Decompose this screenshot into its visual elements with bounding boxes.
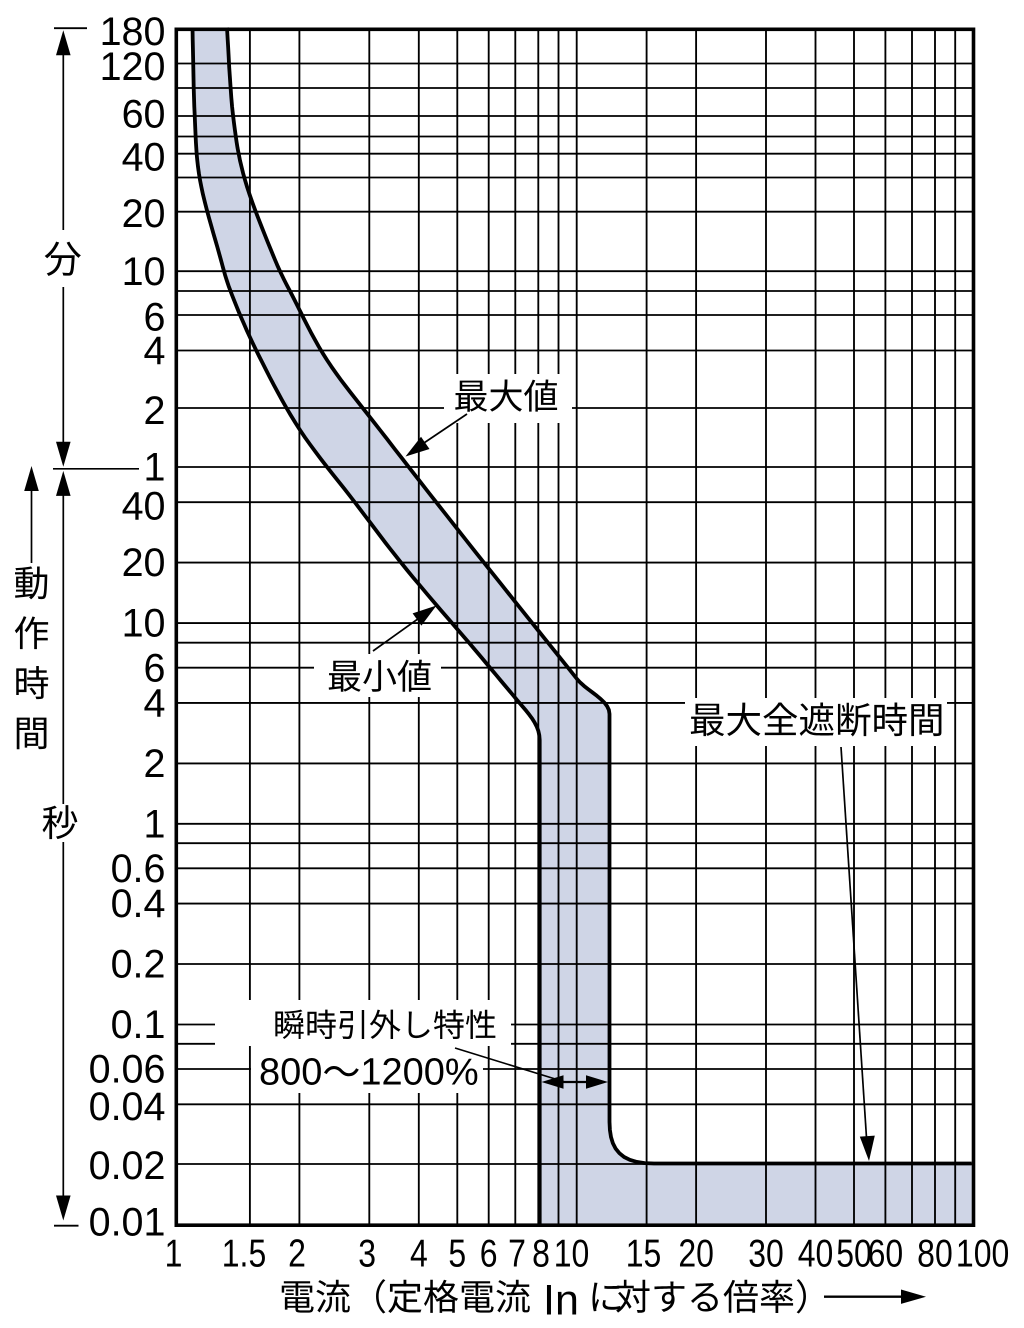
svg-text:2: 2 xyxy=(144,742,166,786)
svg-text:60: 60 xyxy=(122,92,166,136)
svg-text:8: 8 xyxy=(532,1231,550,1275)
svg-text:0.2: 0.2 xyxy=(111,943,166,987)
svg-text:30: 30 xyxy=(748,1231,784,1275)
svg-text:1200%: 1200% xyxy=(360,1052,478,1094)
svg-text:0.02: 0.02 xyxy=(89,1144,166,1188)
svg-text:10: 10 xyxy=(122,602,166,646)
svg-text:1: 1 xyxy=(165,1231,183,1275)
svg-text:10: 10 xyxy=(554,1231,590,1275)
svg-text:1: 1 xyxy=(144,802,166,846)
svg-text:40: 40 xyxy=(122,485,166,529)
svg-text:2: 2 xyxy=(144,389,166,433)
svg-text:4: 4 xyxy=(144,329,166,373)
svg-text:0.4: 0.4 xyxy=(111,882,166,926)
svg-text:3: 3 xyxy=(358,1231,376,1275)
svg-text:0.06: 0.06 xyxy=(89,1048,166,1092)
svg-text:4: 4 xyxy=(410,1231,428,1275)
svg-text:4: 4 xyxy=(144,682,166,726)
svg-text:180: 180 xyxy=(100,10,166,54)
svg-text:10: 10 xyxy=(122,250,166,294)
svg-text:800: 800 xyxy=(259,1052,322,1094)
svg-text:100: 100 xyxy=(956,1231,1009,1275)
svg-text:6: 6 xyxy=(480,1231,498,1275)
svg-text:1.5: 1.5 xyxy=(222,1231,266,1275)
svg-text:20: 20 xyxy=(122,192,166,236)
svg-text:120: 120 xyxy=(100,45,166,89)
svg-text:1: 1 xyxy=(144,446,166,490)
svg-text:20: 20 xyxy=(678,1231,714,1275)
svg-text:40: 40 xyxy=(122,136,166,180)
svg-text:50: 50 xyxy=(836,1231,872,1275)
svg-text:20: 20 xyxy=(122,541,166,585)
svg-text:6: 6 xyxy=(144,646,166,690)
svg-text:0.1: 0.1 xyxy=(111,1003,166,1047)
svg-text:15: 15 xyxy=(626,1231,662,1275)
svg-text:In: In xyxy=(543,1277,579,1325)
svg-text:60: 60 xyxy=(868,1231,904,1275)
svg-text:5: 5 xyxy=(448,1231,466,1275)
svg-text:80: 80 xyxy=(917,1231,953,1275)
svg-text:6: 6 xyxy=(144,296,166,340)
svg-text:0.04: 0.04 xyxy=(89,1085,166,1129)
svg-text:7: 7 xyxy=(508,1231,526,1275)
svg-text:0.01: 0.01 xyxy=(89,1201,166,1245)
svg-text:40: 40 xyxy=(798,1231,834,1275)
svg-text:0.6: 0.6 xyxy=(111,847,166,891)
svg-text:2: 2 xyxy=(288,1231,306,1275)
